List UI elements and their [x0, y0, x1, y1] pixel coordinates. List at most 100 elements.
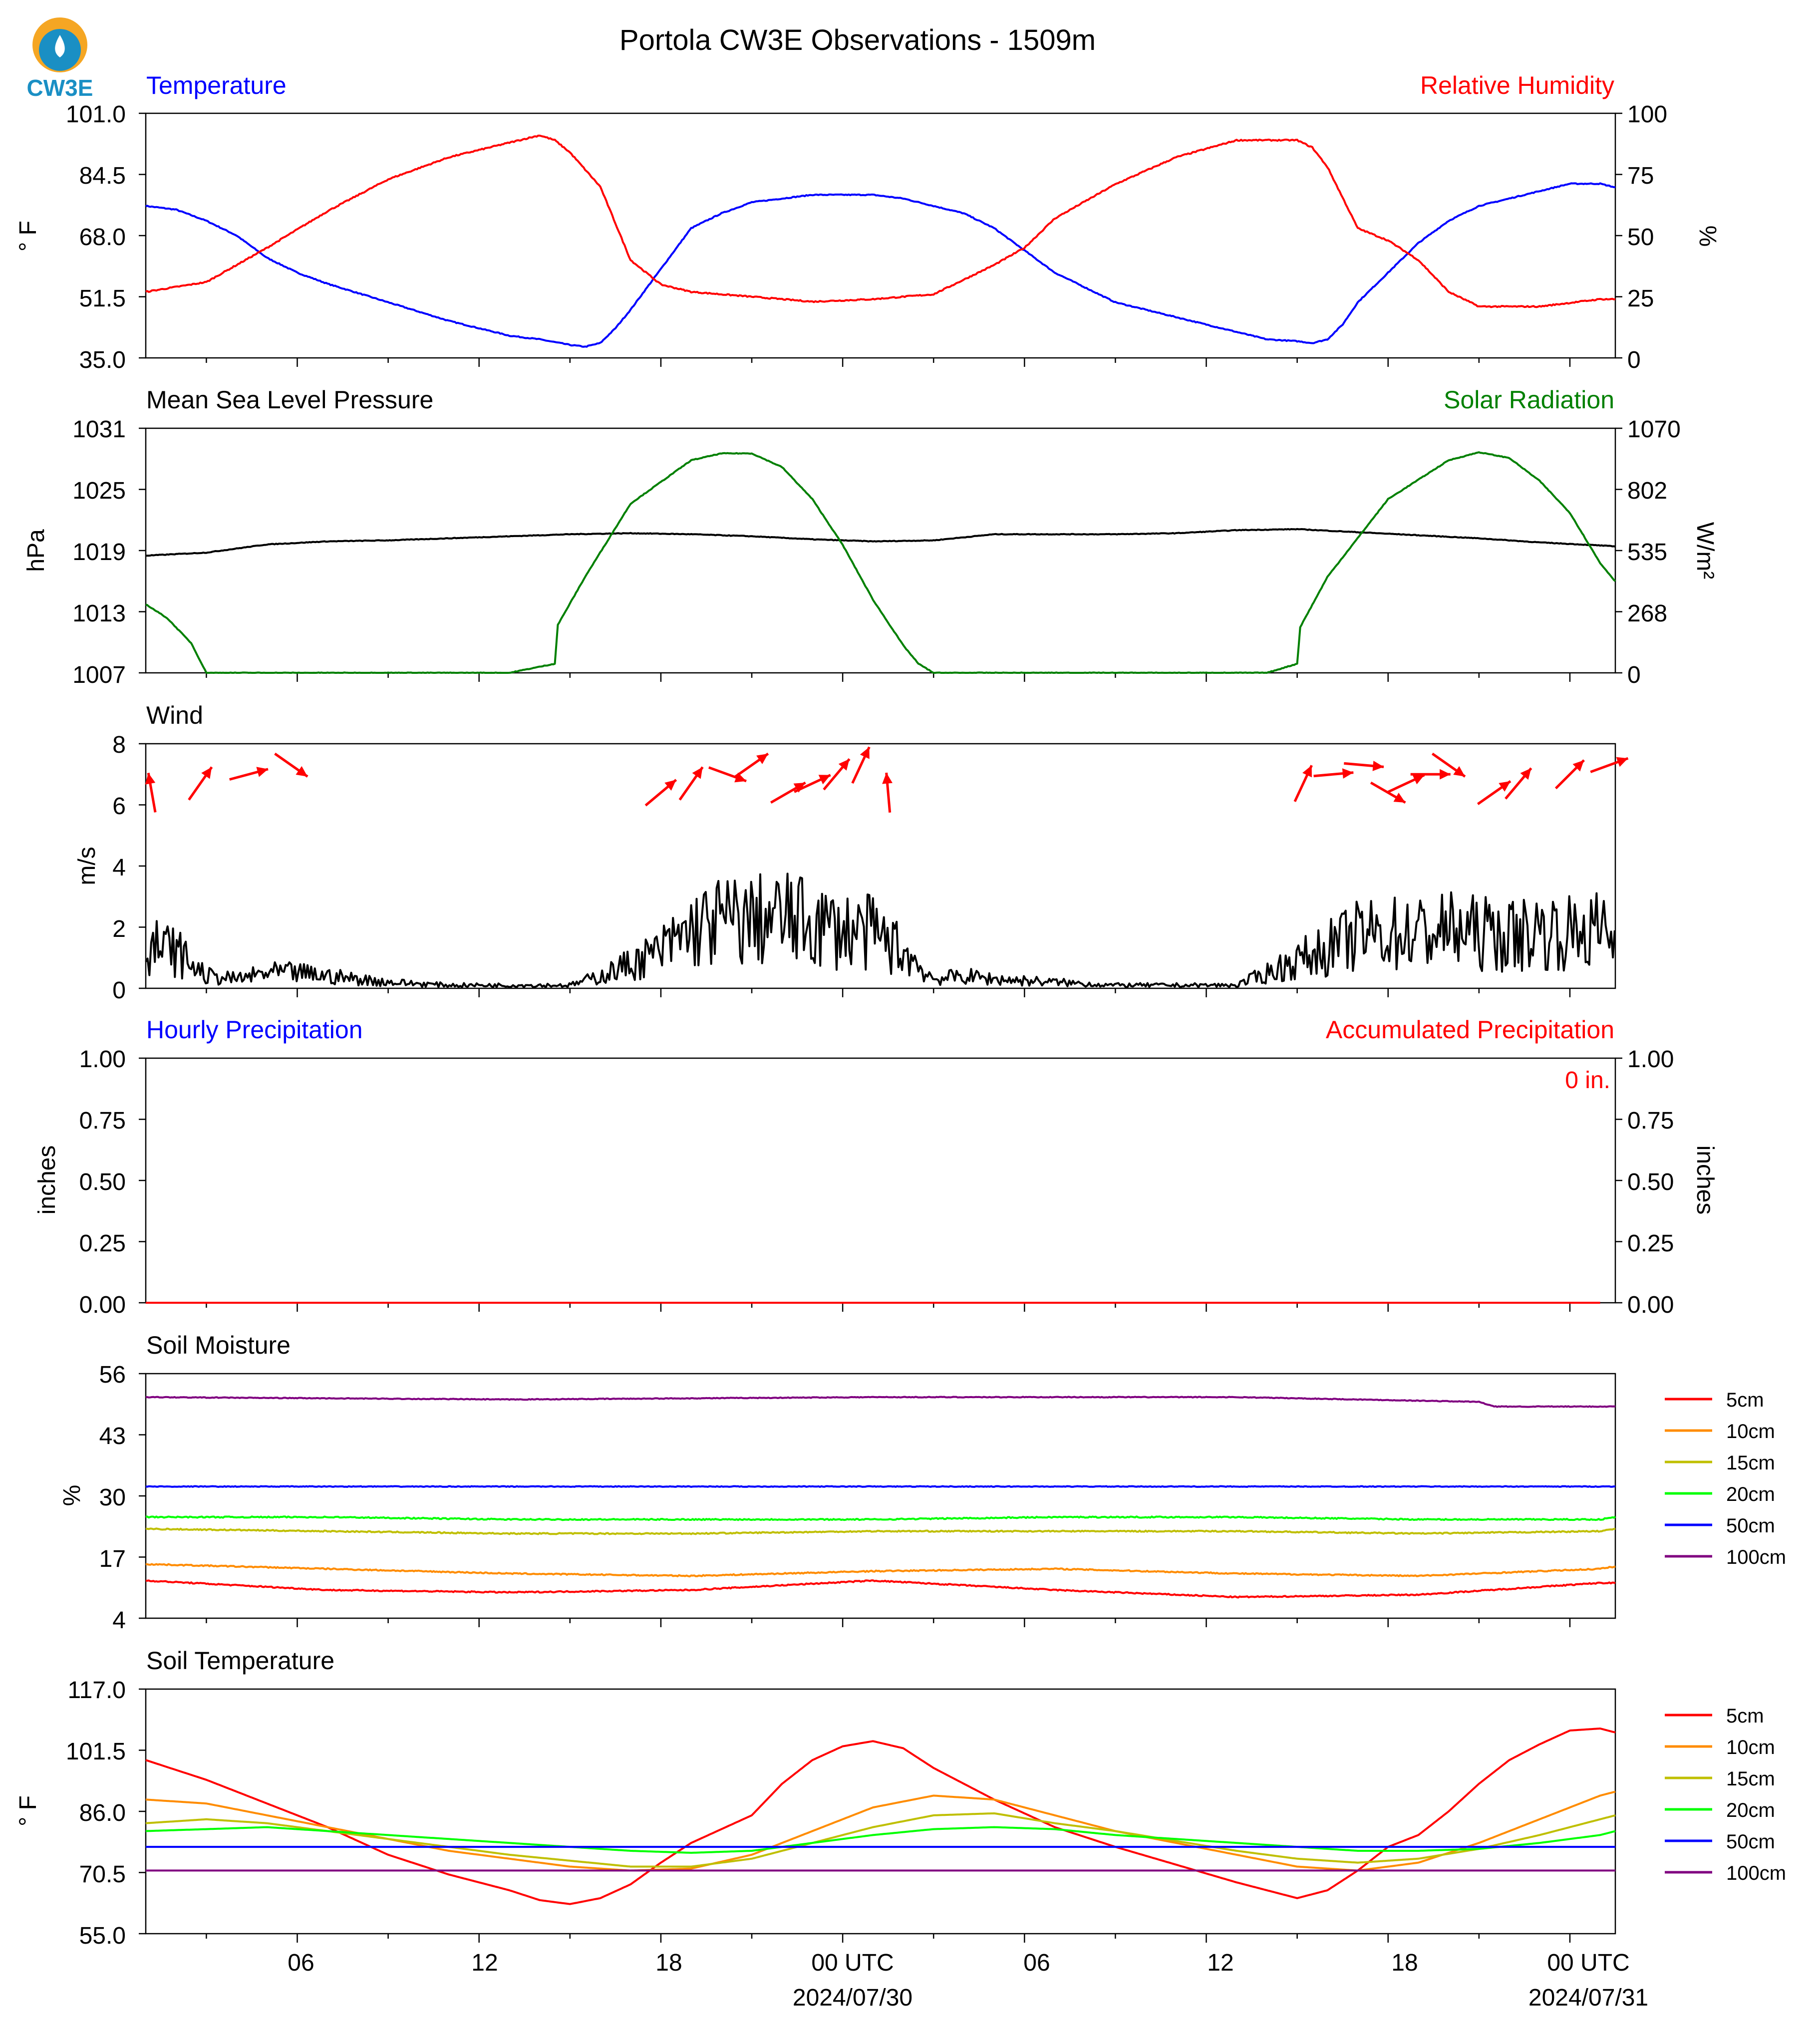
pressure-title: Mean Sea Level Pressure	[146, 386, 433, 414]
temperature-title: Temperature	[146, 71, 287, 99]
wind-arrow-head	[1616, 757, 1628, 767]
wind-arrow-head	[1520, 768, 1531, 780]
wind-tick-label: 4	[112, 855, 126, 881]
panel-temp-rh: Temperature Relative Humidity 101.0 84.5…	[15, 71, 1721, 373]
wind-arrow-head	[145, 773, 156, 785]
soil-temp-legend: 5cm 10cm 15cm 20cm 50cm 100cm	[1665, 1705, 1786, 1884]
wind-y-ticks: 8 6 4 2 0	[112, 732, 126, 1004]
rh-tick-label: 0	[1627, 347, 1641, 373]
sm-tick-label: 17	[99, 1546, 126, 1572]
solar-title: Solar Radiation	[1444, 386, 1614, 414]
precip-right-ticks: 1.00 0.75 0.50 0.25 0.00	[1627, 1046, 1674, 1318]
pressure-tick-label: 1031	[72, 416, 126, 443]
solar-tick-label: 802	[1627, 478, 1667, 504]
humidity-line	[145, 134, 1616, 308]
solar-axis-unit: W/m²	[1692, 522, 1718, 579]
soil-moisture-title: Soil Moisture	[146, 1331, 291, 1359]
wind-arrow-head	[1440, 769, 1451, 780]
soil-moisture-line-50cm	[145, 1485, 1615, 1488]
soil-moisture-line-20cm	[145, 1515, 1616, 1521]
temp-axis-unit: ° F	[15, 221, 41, 252]
legend-label: 15cm	[1726, 1452, 1775, 1474]
panel-pressure-solar: Mean Sea Level Pressure Solar Radiation …	[23, 386, 1718, 688]
solar-tick-label: 0	[1627, 662, 1641, 688]
rh-axis-unit: %	[1694, 226, 1721, 247]
precip-tick-label: 0.75	[79, 1108, 126, 1134]
wind-axis-unit: m/s	[74, 847, 100, 885]
precip-left-ticks: 1.00 0.75 0.50 0.25 0.00	[79, 1046, 126, 1318]
sm-tick-label: 4	[112, 1607, 126, 1634]
st-tick-label: 70.5	[79, 1861, 126, 1888]
soil-moisture-line-15cm	[145, 1527, 1616, 1535]
soil-temp-line-15cm	[145, 1812, 1616, 1868]
hourly-precip-title: Hourly Precipitation	[146, 1016, 363, 1044]
sm-tick-label: 56	[99, 1362, 126, 1388]
rh-y-ticks: 100 75 50 25 0	[1627, 101, 1667, 373]
temp-tick-label: 68.0	[79, 224, 126, 251]
wind-arrow-head	[860, 747, 870, 759]
wind-arrow-head	[1453, 766, 1465, 777]
wind-arrow-head	[756, 753, 768, 764]
panel-wind: Wind 8 6 4 2 0 m/s	[74, 701, 203, 1004]
pressure-y-ticks: 1031 1025 1019 1013 1007	[72, 416, 126, 688]
solar-tick-label: 1070	[1627, 416, 1681, 443]
legend-label: 5cm	[1726, 1705, 1764, 1727]
temperature-line	[145, 182, 1615, 348]
soil-moisture-line-10cm	[145, 1563, 1616, 1578]
soil-moisture-line-100cm	[145, 1396, 1616, 1408]
precip-tick-label: 0.25	[79, 1230, 126, 1257]
logo-drop-icon	[55, 35, 65, 57]
x-tick-label: 06	[1023, 1950, 1050, 1976]
pressure-line	[145, 528, 1616, 557]
precip-left-unit: inches	[34, 1146, 60, 1215]
soil-temp-frame	[145, 1688, 1616, 1935]
solar-y-ticks: 1070 802 535 268 0	[1627, 416, 1681, 688]
soil-temp-line-20cm	[145, 1826, 1616, 1854]
rh-tick-label: 25	[1627, 286, 1654, 312]
precip-tick-label: 0.25	[1627, 1230, 1674, 1257]
precip-tick-label: 1.00	[1627, 1046, 1674, 1073]
wind-arrow-head	[1412, 775, 1425, 785]
wind-tick-label: 8	[112, 732, 126, 758]
x-tick-label: 18	[1391, 1950, 1418, 1976]
figure-title: Portola CW3E Observations - 1509m	[619, 24, 1096, 56]
pressure-tick-label: 1025	[72, 478, 126, 504]
sm-tick-label: 43	[99, 1423, 126, 1449]
soil-temp-unit: ° F	[15, 1795, 41, 1826]
pressure-tick-label: 1019	[72, 539, 126, 566]
wind-arrow-head	[1393, 793, 1406, 803]
cw3e-logo: CW3E	[27, 17, 93, 101]
wind-arrow-head	[793, 783, 806, 793]
legend-label: 20cm	[1726, 1483, 1775, 1505]
x-tick-label: 12	[471, 1950, 498, 1976]
st-tick-label: 55.0	[79, 1923, 126, 1949]
temp-tick-label: 84.5	[79, 163, 126, 189]
precip-tick-label: 0.00	[79, 1292, 126, 1318]
temp-tick-label: 51.5	[79, 286, 126, 312]
wind-arrow-head	[256, 767, 269, 777]
soil-temp-y-ticks: 117.0 101.5 86.0 70.5 55.0	[66, 1677, 126, 1949]
soil-moisture-y-ticks: 56 43 30 17 4	[99, 1362, 126, 1634]
wind-arrow-head	[1499, 781, 1511, 792]
legend-label: 10cm	[1726, 1737, 1775, 1758]
x-tick-label: 00 UTC	[1547, 1950, 1629, 1976]
temp-rh-frame	[145, 112, 1616, 359]
x-axis-labels: 06 12 18 00 UTC 06 12 18 00 UTC 2024/07/…	[288, 1950, 1648, 2011]
wind-arrow-head	[1372, 761, 1384, 771]
wind-arrow-head	[818, 775, 831, 785]
accum-precip-value: 0 in.	[1565, 1067, 1610, 1094]
rh-tick-label: 50	[1627, 224, 1654, 251]
temp-tick-label: 35.0	[79, 347, 126, 373]
precip-tick-label: 0.75	[1627, 1108, 1674, 1134]
wind-tick-label: 6	[112, 793, 126, 820]
soil-temp-line-5cm	[145, 1728, 1616, 1905]
x-tick-label: 18	[655, 1950, 682, 1976]
pressure-axis-unit: hPa	[23, 529, 49, 572]
solar-tick-label: 535	[1627, 539, 1667, 566]
precip-right-unit: inches	[1692, 1146, 1718, 1215]
temp-tick-label: 101.0	[66, 101, 126, 128]
wind-tick-label: 2	[112, 916, 126, 942]
panel-soil-moisture: Soil Moisture 56 43 30 17 4 % 5cm 10cm 1…	[59, 1331, 1786, 1634]
x-tick-label: 00 UTC	[811, 1950, 894, 1976]
